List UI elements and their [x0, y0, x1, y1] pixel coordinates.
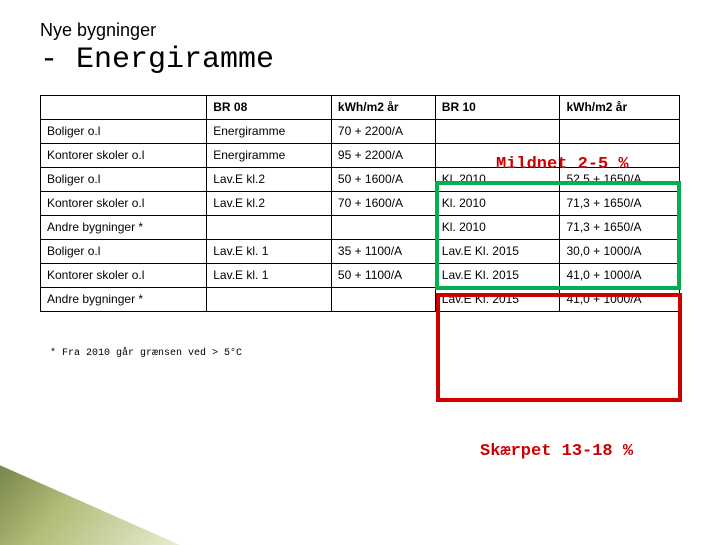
th-br10: BR 10 — [435, 96, 560, 120]
cell: Andre bygninger * — [41, 216, 207, 240]
title-main: - Energiramme — [40, 43, 690, 77]
energy-table: BR 08 kWh/m2 år BR 10 kWh/m2 år Boliger … — [40, 95, 680, 312]
cell: Lav.E kl.2 — [207, 168, 332, 192]
cell: Lav.E kl. 1 — [207, 240, 332, 264]
cell: Kontorer skoler o.l — [41, 192, 207, 216]
cell: Energiramme — [207, 120, 332, 144]
cell: Kontorer skoler o.l — [41, 264, 207, 288]
table-header-row: BR 08 kWh/m2 år BR 10 kWh/m2 år — [41, 96, 680, 120]
cell: Lav.E kl. 1 — [207, 264, 332, 288]
cell — [207, 288, 332, 312]
cell: 41,0 + 1000/A — [560, 288, 680, 312]
cell: Boliger o.l — [41, 168, 207, 192]
footnote: * Fra 2010 går grænsen ved > 5°C — [50, 348, 690, 359]
th-unit1: kWh/m2 år — [331, 96, 435, 120]
cell — [560, 120, 680, 144]
table-row: Andre bygninger * Kl. 2010 71,3 + 1650/A — [41, 216, 680, 240]
decorative-triangle — [0, 463, 180, 545]
cell: Boliger o.l — [41, 240, 207, 264]
table-row: Boliger o.l Lav.E kl. 1 35 + 1100/A Lav.… — [41, 240, 680, 264]
cell: Lav.E kl.2 — [207, 192, 332, 216]
title-small: Nye bygninger — [40, 20, 690, 41]
table-row: Boliger o.l Energiramme 70 + 2200/A — [41, 120, 680, 144]
cell: 50 + 1100/A — [331, 264, 435, 288]
cell — [331, 216, 435, 240]
table-row: Andre bygninger * Lav.E Kl. 2015 41,0 + … — [41, 288, 680, 312]
cell: 71,3 + 1650/A — [560, 192, 680, 216]
cell: 70 + 2200/A — [331, 120, 435, 144]
cell: 30,0 + 1000/A — [560, 240, 680, 264]
cell: 35 + 1100/A — [331, 240, 435, 264]
annotation-skaerpet: Skærpet 13-18 % — [480, 442, 633, 461]
th-blank — [41, 96, 207, 120]
th-br08: BR 08 — [207, 96, 332, 120]
cell: Kl. 2010 — [435, 192, 560, 216]
cell: 41,0 + 1000/A — [560, 264, 680, 288]
cell: Lav.E Kl. 2015 — [435, 288, 560, 312]
table-row: Kontorer skoler o.l Lav.E kl.2 70 + 1600… — [41, 192, 680, 216]
th-unit2: kWh/m2 år — [560, 96, 680, 120]
cell: 50 + 1600/A — [331, 168, 435, 192]
cell: Andre bygninger * — [41, 288, 207, 312]
cell: 71,3 + 1650/A — [560, 216, 680, 240]
cell: 70 + 1600/A — [331, 192, 435, 216]
cell — [207, 216, 332, 240]
cell: Kontorer skoler o.l — [41, 144, 207, 168]
cell: Lav.E Kl. 2015 — [435, 264, 560, 288]
cell: 95 + 2200/A — [331, 144, 435, 168]
cell — [435, 120, 560, 144]
annotation-mildnet: Mildnet 2-5 % — [496, 155, 629, 174]
cell — [331, 288, 435, 312]
cell: Kl. 2010 — [435, 216, 560, 240]
table-row: Kontorer skoler o.l Lav.E kl. 1 50 + 110… — [41, 264, 680, 288]
cell: Boliger o.l — [41, 120, 207, 144]
slide-content: Nye bygninger - Energiramme BR 08 kWh/m2… — [0, 0, 720, 369]
cell: Energiramme — [207, 144, 332, 168]
cell: Lav.E Kl. 2015 — [435, 240, 560, 264]
